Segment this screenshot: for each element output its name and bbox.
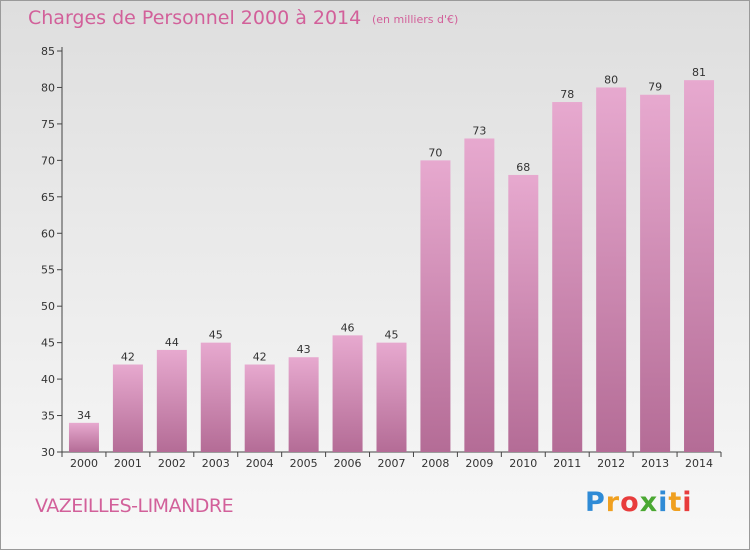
data-label: 34	[77, 409, 91, 422]
x-tick-label: 2005	[290, 457, 318, 470]
y-tick-label: 55	[41, 264, 55, 277]
x-tick-label: 2009	[465, 457, 493, 470]
x-tick-label: 2004	[246, 457, 274, 470]
bar	[508, 174, 539, 453]
logo-letter: P	[585, 487, 606, 518]
data-label: 78	[560, 88, 574, 101]
data-label: 43	[297, 343, 311, 356]
bar	[376, 342, 407, 452]
x-tick-label: 2003	[202, 457, 230, 470]
data-label: 42	[121, 351, 135, 364]
data-label: 79	[648, 81, 662, 94]
chart-subtitle: (en milliers d'€)	[372, 13, 459, 26]
data-label: 44	[165, 336, 179, 349]
data-label: 46	[341, 321, 355, 334]
y-tick-label: 85	[41, 45, 55, 58]
bar	[596, 87, 627, 453]
x-tick-label: 2012	[597, 457, 625, 470]
bar	[244, 364, 275, 452]
y-tick-label: 50	[41, 300, 55, 313]
y-tick-label: 45	[41, 337, 55, 350]
x-tick-label: 2008	[421, 457, 449, 470]
y-tick-label: 80	[41, 81, 55, 94]
commune-name: VAZEILLES-LIMANDRE	[35, 495, 234, 517]
bar	[112, 364, 143, 452]
data-label: 81	[692, 66, 706, 79]
bar	[420, 160, 451, 452]
bar	[68, 422, 99, 452]
x-tick-label: 2007	[378, 457, 406, 470]
chart-title: Charges de Personnel 2000 à 2014	[28, 7, 362, 29]
bar	[464, 138, 495, 452]
data-label: 45	[385, 329, 399, 342]
bar	[200, 342, 231, 452]
bar	[640, 94, 671, 452]
y-tick-label: 70	[41, 154, 55, 167]
logo-letter: t	[668, 487, 683, 518]
data-label: 68	[516, 161, 530, 174]
x-tick-label: 2011	[553, 457, 581, 470]
logo-letter: i	[682, 487, 693, 518]
logo-letter: x	[639, 487, 659, 518]
x-tick-label: 2001	[114, 457, 142, 470]
bar	[552, 102, 583, 452]
x-tick-label: 2002	[158, 457, 186, 470]
y-tick-label: 30	[41, 446, 55, 459]
bar	[156, 349, 187, 452]
y-tick-label: 60	[41, 227, 55, 240]
x-tick-label: 2014	[685, 457, 713, 470]
data-label: 80	[604, 73, 618, 86]
y-tick-label: 40	[41, 373, 55, 386]
bar	[332, 335, 363, 452]
logo-letter: r	[605, 487, 621, 518]
data-label: 42	[253, 351, 267, 364]
y-tick-label: 65	[41, 191, 55, 204]
data-label: 73	[472, 124, 486, 137]
x-tick-label: 2013	[641, 457, 669, 470]
proxiti-logo: Proxiti	[585, 487, 693, 518]
x-tick-label: 2006	[334, 457, 362, 470]
bar	[288, 357, 319, 452]
bar	[684, 80, 715, 452]
x-tick-label: 2000	[70, 457, 98, 470]
logo-letter: o	[620, 487, 640, 518]
y-tick-label: 75	[41, 118, 55, 131]
x-tick-label: 2010	[509, 457, 537, 470]
data-label: 45	[209, 329, 223, 342]
data-label: 70	[428, 146, 442, 159]
y-tick-label: 35	[41, 410, 55, 423]
logo-letter: i	[658, 487, 669, 518]
